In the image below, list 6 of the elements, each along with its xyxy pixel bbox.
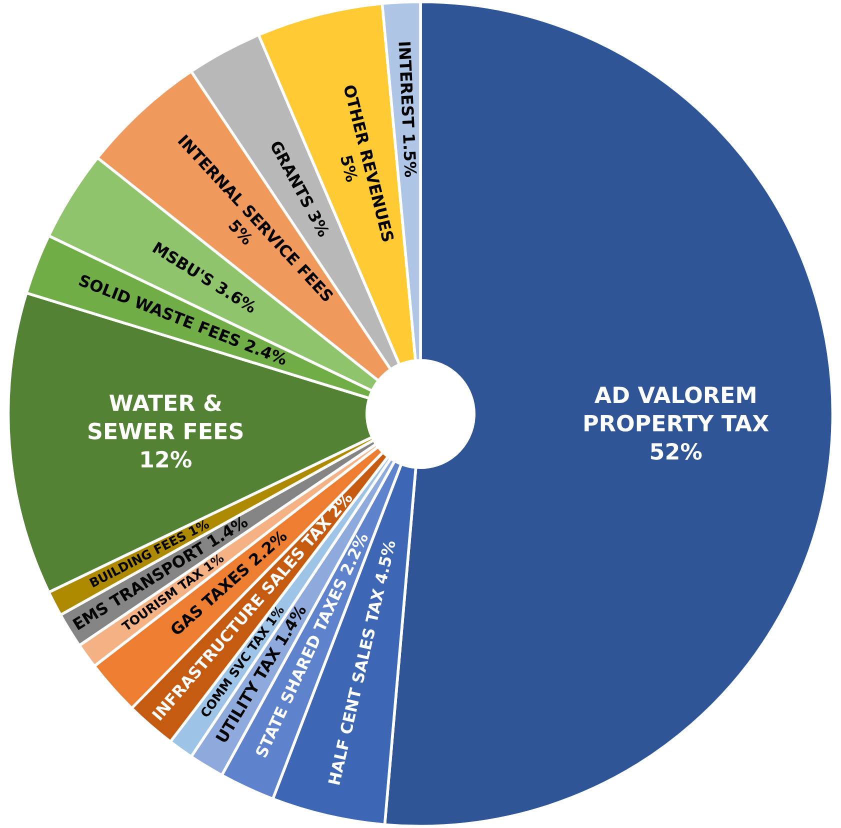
slice-label: WATER & SEWER FEES bbox=[88, 394, 243, 440]
data-label: 12% bbox=[142, 450, 192, 468]
data-label: 52% bbox=[650, 443, 702, 460]
slice-label: INTEREST 1.5% bbox=[398, 42, 417, 178]
slice-label: AD VALOREM PROPERTY TAX bbox=[584, 386, 769, 432]
data-label: 5% bbox=[340, 154, 358, 183]
